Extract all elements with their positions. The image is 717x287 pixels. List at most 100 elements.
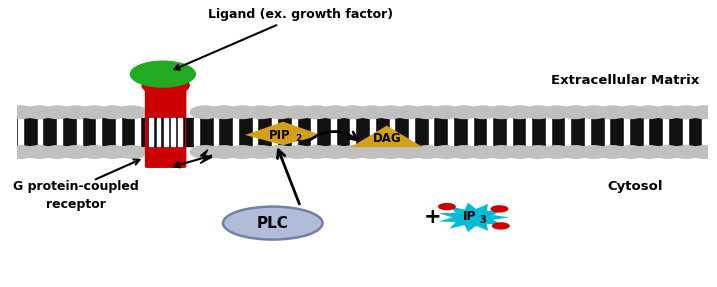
Circle shape <box>431 146 461 158</box>
Circle shape <box>356 106 387 119</box>
Bar <box>96 118 101 146</box>
Circle shape <box>116 106 147 119</box>
Bar <box>148 118 184 146</box>
Circle shape <box>356 146 387 158</box>
Circle shape <box>492 222 510 230</box>
Bar <box>311 118 316 146</box>
FancyBboxPatch shape <box>145 84 186 168</box>
Bar <box>194 118 199 146</box>
Bar <box>566 118 570 146</box>
Bar <box>37 118 42 146</box>
Bar <box>663 118 668 146</box>
Circle shape <box>190 146 221 158</box>
Text: 2: 2 <box>295 134 301 143</box>
Circle shape <box>690 106 717 119</box>
Circle shape <box>394 106 424 119</box>
Bar <box>17 118 708 146</box>
Bar <box>331 118 336 146</box>
Ellipse shape <box>141 74 190 96</box>
Circle shape <box>505 106 535 119</box>
Circle shape <box>449 106 480 119</box>
Bar <box>429 118 434 146</box>
Circle shape <box>671 106 701 119</box>
Text: Cytosol: Cytosol <box>608 180 663 193</box>
Text: +: + <box>424 208 442 227</box>
Bar <box>389 118 394 146</box>
Circle shape <box>597 106 627 119</box>
Circle shape <box>98 106 128 119</box>
Circle shape <box>246 106 276 119</box>
Circle shape <box>523 106 554 119</box>
Ellipse shape <box>223 207 323 240</box>
Circle shape <box>490 205 508 213</box>
Bar <box>149 118 153 146</box>
Circle shape <box>541 106 572 119</box>
Circle shape <box>24 106 54 119</box>
Bar <box>171 118 175 146</box>
Circle shape <box>615 106 646 119</box>
Bar <box>233 118 238 146</box>
Circle shape <box>209 146 239 158</box>
Circle shape <box>42 106 72 119</box>
Bar <box>163 118 168 146</box>
Circle shape <box>98 146 128 158</box>
Circle shape <box>264 106 295 119</box>
Bar <box>178 118 182 146</box>
Bar <box>624 118 629 146</box>
Circle shape <box>301 106 331 119</box>
Circle shape <box>61 106 91 119</box>
Bar <box>644 118 648 146</box>
Circle shape <box>597 146 627 158</box>
Circle shape <box>579 146 609 158</box>
Circle shape <box>130 61 196 88</box>
Circle shape <box>579 106 609 119</box>
Text: G protein-coupled: G protein-coupled <box>13 180 138 193</box>
Bar <box>17 104 708 160</box>
Polygon shape <box>245 122 321 145</box>
Bar <box>136 118 141 146</box>
Bar <box>546 118 551 146</box>
Circle shape <box>80 106 110 119</box>
Bar <box>77 118 82 146</box>
Polygon shape <box>439 203 509 232</box>
Bar <box>252 118 257 146</box>
Bar <box>585 118 590 146</box>
Circle shape <box>24 146 54 158</box>
Polygon shape <box>351 126 423 147</box>
Bar <box>116 118 120 146</box>
Circle shape <box>282 106 313 119</box>
Circle shape <box>375 106 406 119</box>
Text: 3: 3 <box>480 215 486 225</box>
Bar <box>467 118 473 146</box>
Bar <box>272 118 277 146</box>
Circle shape <box>486 146 516 158</box>
Circle shape <box>5 106 36 119</box>
Circle shape <box>412 106 442 119</box>
Circle shape <box>505 146 535 158</box>
Circle shape <box>375 146 406 158</box>
Circle shape <box>246 146 276 158</box>
Circle shape <box>190 106 221 119</box>
Circle shape <box>5 146 36 158</box>
Circle shape <box>560 106 591 119</box>
Circle shape <box>560 146 591 158</box>
Circle shape <box>615 146 646 158</box>
Bar <box>214 118 219 146</box>
Circle shape <box>671 146 701 158</box>
Text: IP: IP <box>463 210 477 223</box>
Text: PIP: PIP <box>269 129 290 142</box>
Bar <box>156 118 161 146</box>
Bar <box>370 118 375 146</box>
Circle shape <box>42 146 72 158</box>
Bar <box>488 118 492 146</box>
Circle shape <box>467 146 498 158</box>
Circle shape <box>652 106 683 119</box>
Text: PLC: PLC <box>257 216 289 230</box>
Circle shape <box>449 146 480 158</box>
Text: DAG: DAG <box>372 133 401 146</box>
Bar <box>683 118 688 146</box>
Circle shape <box>486 106 516 119</box>
Circle shape <box>320 106 350 119</box>
Text: Extracellular Matrix: Extracellular Matrix <box>551 74 699 87</box>
Circle shape <box>320 146 350 158</box>
